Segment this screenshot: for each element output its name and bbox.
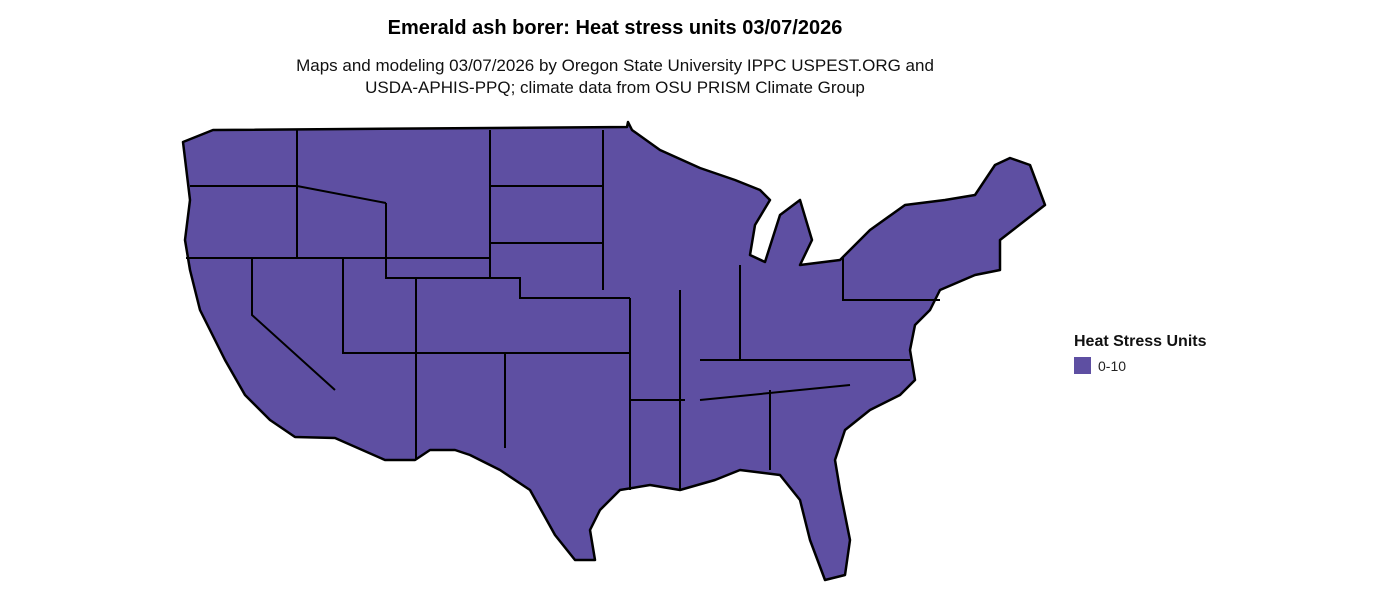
map-title: Emerald ash borer: Heat stress units 03/… — [387, 17, 843, 39]
map-subtitle: Maps and modeling 03/07/2026 by Oregon S… — [265, 55, 965, 99]
legend-label: 0-10 — [1098, 357, 1127, 374]
legend-swatch — [1074, 357, 1091, 374]
legend-title: Heat Stress Units — [1074, 333, 1207, 350]
legend-item: 0-10 — [1074, 357, 1207, 374]
state-borders — [186, 130, 940, 490]
legend: Heat Stress Units 0-10 — [1074, 333, 1207, 374]
subtitle-line-2: USDA-APHIS-PPQ; climate data from OSU PR… — [365, 78, 865, 97]
us-outline — [181, 120, 1047, 582]
subtitle-line-1: Maps and modeling 03/07/2026 by Oregon S… — [296, 56, 934, 75]
